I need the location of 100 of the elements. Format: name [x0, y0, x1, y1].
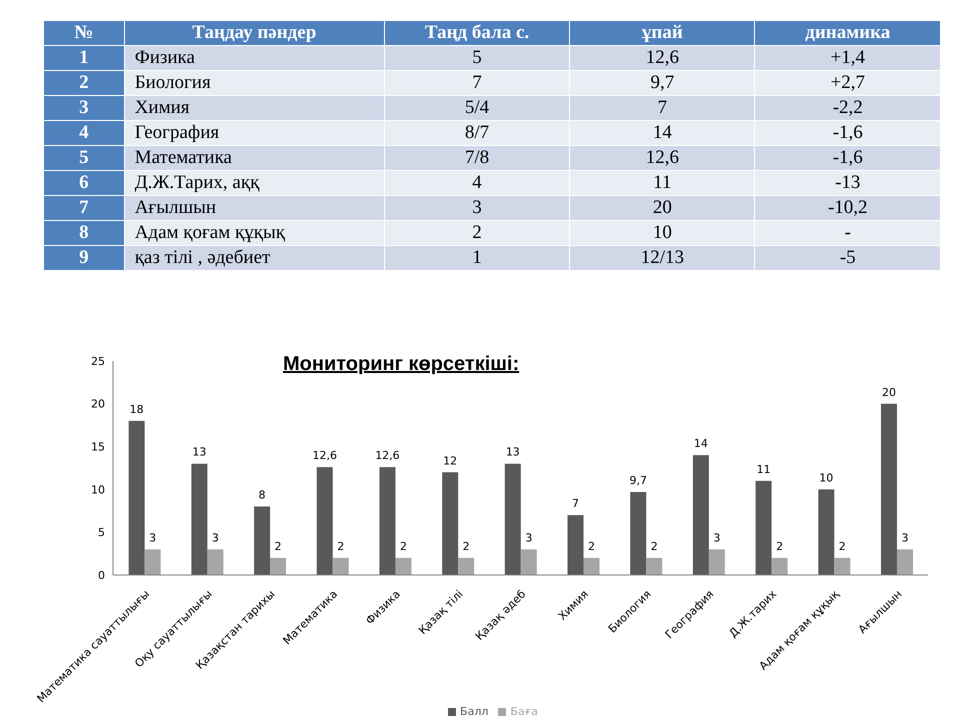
- y-tick-label: 0: [98, 568, 105, 582]
- bar: [128, 420, 145, 575]
- data-label: 2: [776, 540, 784, 553]
- bar: [818, 489, 834, 575]
- text: -10,2: [828, 197, 868, 218]
- text: 12,6: [646, 147, 679, 168]
- data-label: 3: [212, 531, 219, 544]
- text: +1,4: [830, 47, 865, 68]
- bar: [646, 558, 662, 575]
- text: Математика: [134, 147, 232, 168]
- text: Д.Ж.Тарих, аққ: [134, 172, 260, 193]
- text: Физика: [134, 47, 195, 68]
- bar: [504, 464, 521, 575]
- data-label: 2: [337, 540, 344, 553]
- data-label: 3: [525, 531, 532, 544]
- data-label: 12,6: [312, 449, 337, 462]
- bar: [834, 558, 850, 575]
- y-axis-title: №: [44, 20, 124, 46]
- data-label: 3: [713, 531, 720, 544]
- text: 5/4: [464, 97, 490, 118]
- bar: [395, 558, 412, 575]
- y-tick-label: 4: [44, 120, 124, 146]
- text: 20: [652, 197, 672, 218]
- text: 4: [472, 172, 482, 193]
- y-tick-label: 20: [91, 398, 105, 411]
- y-tick-label: 5: [98, 526, 105, 540]
- data-label: 8: [258, 488, 266, 502]
- chart-title: Мониторинг көрсеткіші:: [283, 353, 520, 376]
- data-label: 20: [882, 386, 896, 399]
- data-label: 2: [462, 540, 470, 553]
- data-label: 13: [506, 446, 520, 459]
- bar: [254, 506, 270, 575]
- bar: [191, 464, 208, 575]
- text: -5: [840, 247, 856, 268]
- category-label: 5: [472, 47, 482, 68]
- text: Биология: [134, 72, 211, 93]
- data-label: 12,6: [375, 449, 400, 462]
- text: 12,6: [646, 47, 679, 68]
- bar: [458, 558, 474, 575]
- data-label: 3: [901, 531, 908, 544]
- y-tick-label: 8: [44, 220, 124, 246]
- text: 7/8: [464, 147, 490, 168]
- data-label: 2: [400, 540, 407, 553]
- data-label: 2: [274, 540, 282, 553]
- x-tick-label: ұпай: [570, 20, 755, 46]
- text: -2,2: [832, 97, 863, 118]
- bar: [708, 549, 725, 575]
- bar: [756, 480, 772, 575]
- x-tick-label: Таңд бала с.: [384, 20, 570, 46]
- bar: [520, 549, 537, 575]
- bar: [442, 472, 458, 575]
- text: 14: [652, 122, 672, 143]
- y-tick-label: 15: [91, 440, 105, 454]
- y-tick-label: 9: [44, 246, 124, 270]
- data-label: 7: [572, 497, 580, 510]
- category-label: 7: [472, 72, 482, 93]
- bar: [568, 515, 584, 575]
- data-label: 2: [588, 540, 596, 553]
- x-tick-label: динамика: [754, 20, 940, 46]
- text: 3: [472, 197, 482, 218]
- text: 9,7: [650, 72, 674, 93]
- text: Ағылшын: [134, 197, 216, 218]
- text: -1,6: [832, 122, 863, 143]
- bar: [630, 492, 646, 575]
- data-label: 11: [756, 462, 771, 476]
- text: 11: [653, 172, 672, 193]
- text: 10: [652, 222, 672, 243]
- bar: [880, 404, 897, 575]
- text: 12/13: [640, 247, 684, 268]
- text: 1: [472, 247, 482, 268]
- text: -13: [835, 172, 860, 193]
- text: 7: [658, 97, 668, 118]
- data-label: 2: [650, 540, 658, 553]
- x-tick-label: Таңдау пәндер: [124, 20, 384, 46]
- legend-label: Баға: [510, 705, 538, 718]
- bar: [332, 558, 349, 575]
- text: -1,6: [832, 147, 863, 168]
- text: -: [844, 222, 851, 243]
- bar: [379, 467, 396, 575]
- text: қаз тілі , әдебиет: [134, 247, 270, 268]
- y-tick-label: 3: [44, 96, 124, 120]
- data-label: 18: [130, 402, 144, 416]
- text: 2: [472, 222, 482, 243]
- bar: [584, 558, 600, 575]
- data-label: 10: [819, 471, 834, 484]
- y-tick-label: 7: [44, 196, 124, 220]
- bar: [316, 467, 333, 575]
- text: Химия: [134, 97, 190, 118]
- data-label: 2: [838, 540, 846, 553]
- text: 8/7: [464, 122, 490, 143]
- bar: [772, 558, 788, 575]
- y-tick-label: 25: [91, 354, 105, 368]
- text: Адам қоғам құқық: [134, 222, 285, 243]
- y-tick-label: 10: [91, 483, 105, 496]
- data-label: 9,7: [629, 474, 647, 487]
- bar: [144, 549, 161, 575]
- y-tick-label: 1: [44, 46, 124, 70]
- legend-label: Балл: [460, 705, 488, 718]
- text: География: [134, 122, 220, 143]
- text: +2,7: [830, 72, 865, 93]
